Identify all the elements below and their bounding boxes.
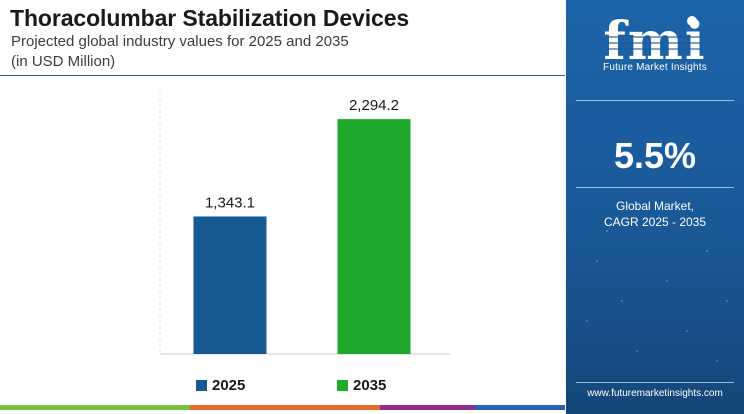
cagr-label: Global Market, CAGR 2025 - 2035 (566, 198, 744, 230)
website-link[interactable]: www.futuremarketinsights.com (587, 388, 723, 399)
header-divider (0, 75, 565, 76)
sidebar-divider-middle (576, 187, 734, 188)
chart-legend: 2025 2035 (0, 374, 565, 396)
bar-chart-plot: 1,343.1 2,294.2 (159, 92, 450, 355)
decorative-dot (726, 300, 728, 302)
decorative-dot (706, 250, 708, 252)
strip-segment-orange (190, 405, 380, 410)
decorative-dot (666, 280, 668, 282)
bar-2025 (193, 216, 267, 354)
cagr-label-line2: CAGR 2025 - 2035 (603, 215, 707, 229)
legend-item-2035: 2035 (337, 374, 386, 396)
fmi-logo: fmi (603, 11, 706, 72)
sidebar-divider-bottom (576, 382, 734, 383)
sidebar-panel: fmi Future Market Insights 5.5% Global M… (566, 0, 744, 414)
decorative-dot (621, 300, 623, 302)
logo-dot-icon (687, 16, 697, 26)
legend-label-2025: 2025 (212, 376, 246, 394)
cagr-value: 5.5% (613, 135, 697, 176)
legend-label-2035: 2035 (353, 376, 387, 394)
bar-2035 (337, 119, 411, 355)
legend-swatch-2025 (196, 379, 207, 391)
bar-chart: 1,343.1 2,294.2 (0, 78, 565, 403)
decorative-dot (586, 320, 588, 322)
strip-segment-green (0, 405, 190, 410)
decorative-dot (596, 260, 598, 262)
decorative-dot (686, 330, 688, 332)
decorative-dot (606, 230, 608, 232)
cagr-label-line1: Global Market, (615, 199, 695, 213)
bottom-color-strip (0, 405, 565, 410)
bar-value-label-2025: 1,343.1 (205, 194, 255, 211)
logo-caption: Future Market Insights (603, 62, 707, 73)
sidebar-divider-top (576, 100, 734, 101)
legend-item-2025: 2025 (196, 374, 245, 396)
strip-segment-blue (475, 405, 565, 410)
chart-subtitle: Projected global industry values for 202… (11, 33, 349, 50)
decorative-dot (716, 360, 718, 362)
legend-swatch-2035 (337, 379, 348, 391)
decorative-dot (636, 350, 638, 352)
chart-title: Thoracolumbar Stabilization Devices (10, 5, 410, 31)
sidebar-background (566, 0, 744, 414)
strip-segment-purple (380, 405, 475, 410)
chart-units: (in USD Million) (11, 53, 116, 70)
chart-header: Thoracolumbar Stabilization Devices Proj… (0, 0, 565, 78)
bar-value-label-2035: 2,294.2 (349, 97, 399, 114)
